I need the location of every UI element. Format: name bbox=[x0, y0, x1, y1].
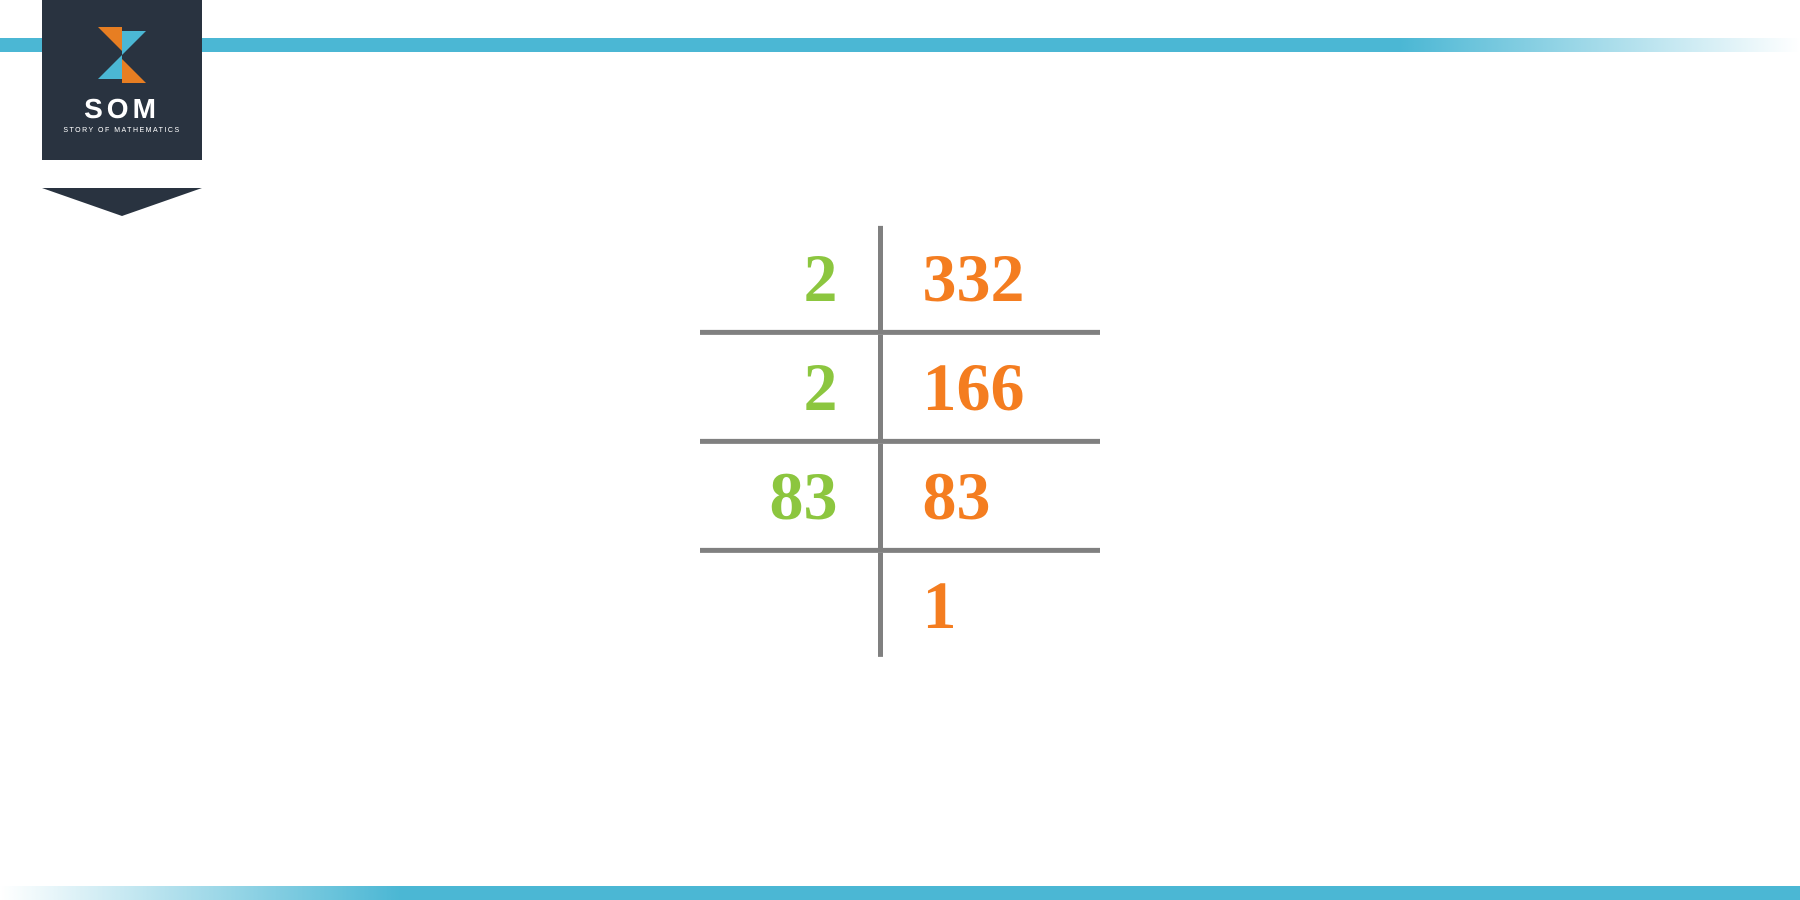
factorization-row: 1 bbox=[700, 550, 1100, 657]
logo-badge: SOM STORY OF MATHEMATICS bbox=[42, 0, 202, 188]
divisor-cell bbox=[700, 550, 880, 657]
divisor-cell: 2 bbox=[700, 332, 880, 441]
factorization-row: 83 83 bbox=[700, 441, 1100, 550]
logo-tri-1 bbox=[98, 27, 122, 51]
divisor-cell: 83 bbox=[700, 441, 880, 550]
logo-title: SOM bbox=[84, 93, 160, 125]
bottom-bar-gradient bbox=[0, 886, 400, 900]
factorization-row: 2 166 bbox=[700, 332, 1100, 441]
quotient-cell: 83 bbox=[880, 441, 1100, 550]
logo-background: SOM STORY OF MATHEMATICS bbox=[42, 0, 202, 160]
logo-tri-2 bbox=[122, 31, 146, 55]
prime-factorization-diagram: 2 332 2 166 83 83 1 bbox=[700, 226, 1100, 657]
som-logo-icon bbox=[94, 27, 150, 83]
divisor-cell: 2 bbox=[700, 226, 880, 333]
logo-subtitle: STORY OF MATHEMATICS bbox=[63, 127, 180, 134]
factorization-table: 2 332 2 166 83 83 1 bbox=[700, 226, 1100, 657]
logo-tri-4 bbox=[122, 59, 146, 83]
bottom-accent-bar bbox=[0, 886, 1800, 900]
logo-tri-3 bbox=[98, 55, 122, 79]
bottom-bar-solid bbox=[400, 886, 1800, 900]
top-accent-bar bbox=[0, 38, 1800, 52]
factorization-row: 2 332 bbox=[700, 226, 1100, 333]
quotient-cell: 332 bbox=[880, 226, 1100, 333]
quotient-cell: 166 bbox=[880, 332, 1100, 441]
top-bar-gradient bbox=[1400, 38, 1800, 52]
logo-pennant-tip bbox=[42, 188, 202, 216]
top-bar-solid bbox=[0, 38, 1400, 52]
quotient-cell: 1 bbox=[880, 550, 1100, 657]
